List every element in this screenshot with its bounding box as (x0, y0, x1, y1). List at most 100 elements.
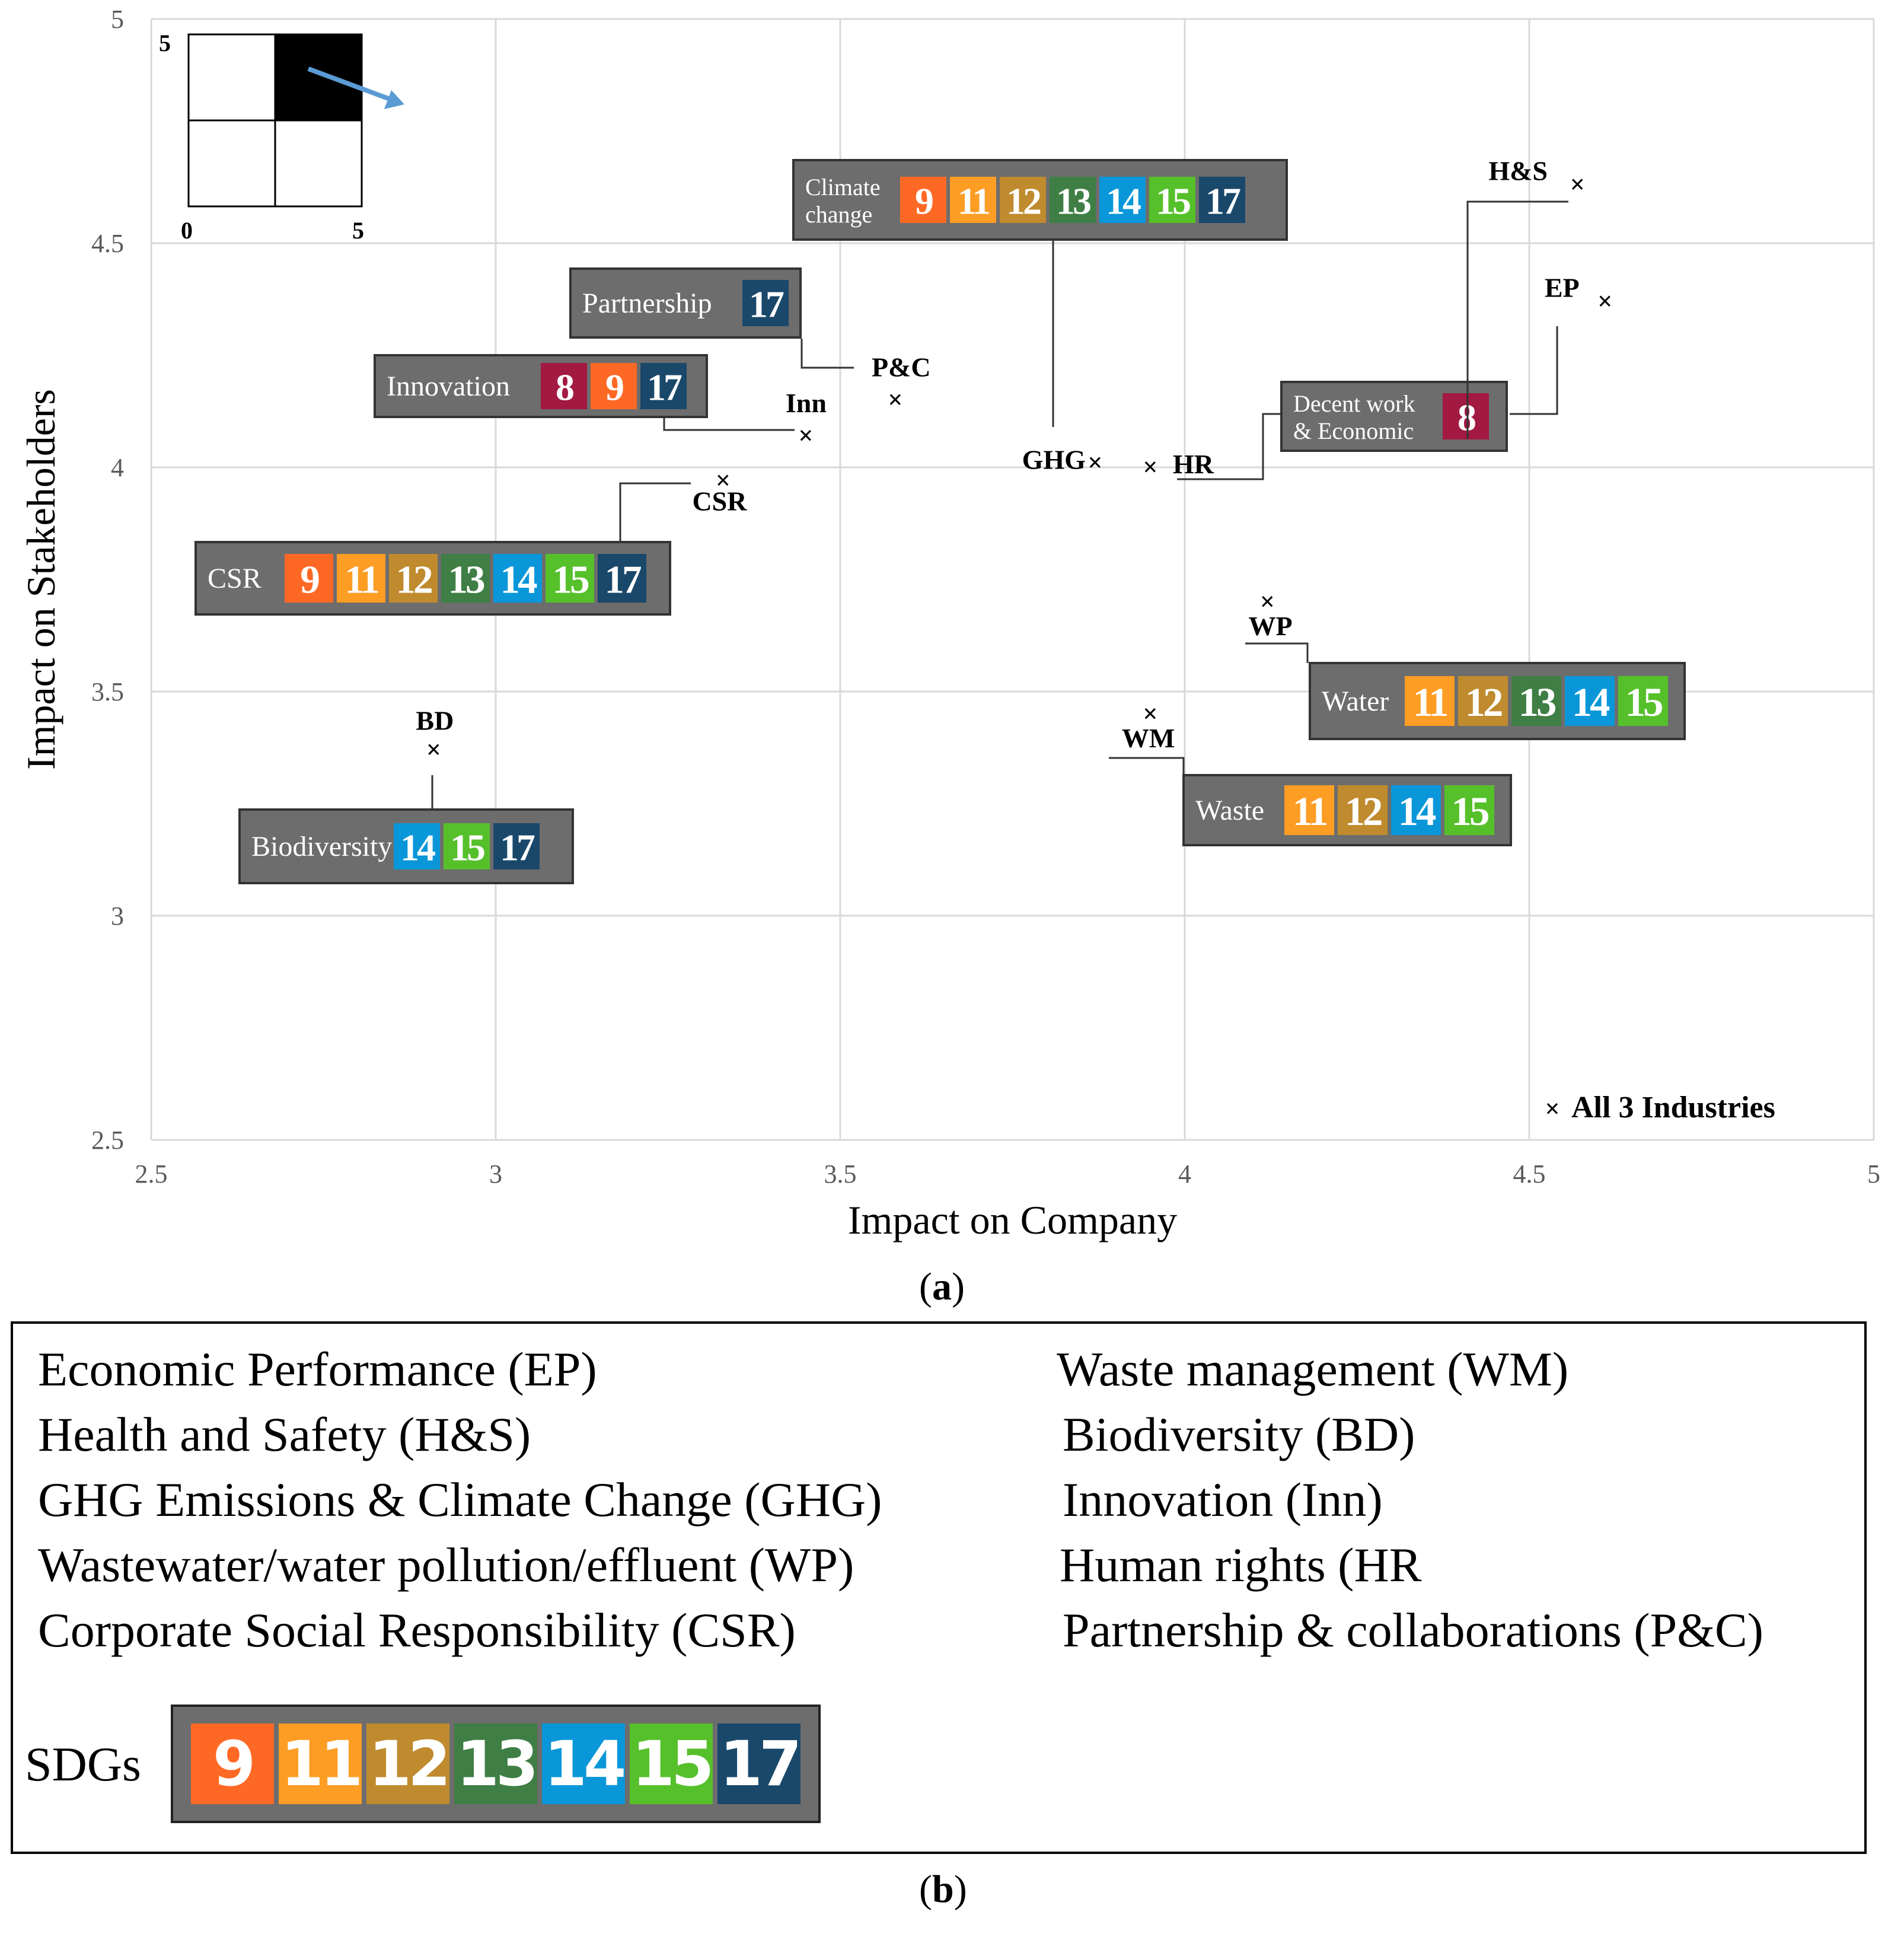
y-tick-label: 4.5 (91, 229, 124, 258)
leader-line (1177, 413, 1281, 480)
inset-arrow (307, 66, 393, 102)
sdg-tile (1284, 785, 1334, 835)
y-tick-label: 4 (111, 453, 124, 482)
sdg-tile (1338, 785, 1388, 835)
data-point-marker: × (1597, 286, 1612, 316)
inset-x-min-label: 0 (181, 217, 193, 244)
inset-high-quadrant (275, 34, 362, 120)
abbreviation-legend: Economic Performance (EP) Health and Saf… (11, 1321, 1867, 1854)
sdg-tile-number: 17 (647, 366, 682, 408)
legend-entry: Partnership & collaborations (P&C) (1063, 1603, 1763, 1657)
sdg-box-title: CSR (208, 563, 261, 594)
x-tick-label: 4.5 (1513, 1159, 1546, 1189)
sdg-tile-number: 15 (552, 557, 589, 602)
sdg-tile (1565, 676, 1615, 726)
sdg-legend-tile: 15 (630, 1723, 714, 1804)
sdg-tile-number: 9 (915, 180, 933, 222)
sdg-tile (742, 280, 789, 326)
sdg-tile (1618, 676, 1668, 726)
sdg-tile-number: 15 (1625, 680, 1662, 725)
inset-arrowhead (384, 90, 404, 109)
sdg-tile (1444, 785, 1494, 835)
data-point-label: WP (1248, 611, 1292, 641)
data-point-label: Inn (786, 388, 827, 418)
leader-line (800, 339, 854, 369)
legend-entry: GHG Emissions & Climate Change (GHG) (38, 1473, 882, 1527)
legend-entry: Innovation (Inn) (1063, 1473, 1383, 1527)
data-point-marker: × (1143, 453, 1157, 482)
sdg-tile (444, 823, 490, 869)
sdg-tile (1000, 177, 1046, 223)
sdg-tile-number: 17 (604, 557, 641, 602)
x-tick-label: 5 (1867, 1159, 1880, 1189)
sdg-tile-number: 12 (396, 557, 432, 602)
sdg-tile-number: 17 (1205, 180, 1240, 222)
sdg-tile-number: 13 (448, 557, 484, 602)
sdg-tile (1199, 177, 1245, 223)
leader-line (1109, 757, 1185, 775)
sdg-tile (1405, 676, 1455, 726)
sdg-box-title: Climate (805, 174, 881, 200)
leader-line (1245, 642, 1309, 663)
data-point-label: WM (1122, 723, 1175, 753)
leader-line (1510, 326, 1558, 415)
sdg-box-title: Water (1322, 686, 1389, 717)
sdgs-label: SDGs (25, 1737, 141, 1791)
legend-entry: Wastewater/water pollution/effluent (WP) (38, 1538, 854, 1592)
data-point-marker: × (1143, 699, 1157, 728)
sdg-tile (394, 823, 440, 869)
sdg-tile (441, 554, 490, 603)
sdg-tile (1511, 676, 1561, 726)
sdg-tile-number: 12 (1345, 789, 1382, 834)
data-point-label: HR (1173, 449, 1214, 479)
sdg-tile (1391, 785, 1441, 835)
sdg-tile-number: 8 (1457, 396, 1475, 438)
sdg-tile-number: 13 (1056, 180, 1090, 222)
sdg-tile-number: 12 (1006, 180, 1041, 222)
inset-x-max-label: 5 (352, 217, 364, 244)
sdg-legend-tile: 11 (279, 1723, 363, 1804)
legend-entry: Economic Performance (EP) (38, 1342, 597, 1396)
y-axis-title: Impact on Stakeholders (18, 389, 63, 770)
x-tick-label: 2.5 (135, 1159, 168, 1189)
sdg-tile-number: 14 (400, 826, 435, 868)
sdg-tile-number: 14 (1398, 789, 1436, 834)
sdg-tile-number: 13 (1519, 680, 1556, 725)
sdg-tile-number: 15 (1452, 789, 1488, 834)
data-point-marker: × (1087, 448, 1102, 477)
data-point-marker: × (1260, 587, 1275, 616)
sdg-tile (1149, 177, 1195, 223)
sdg-tile (389, 554, 438, 603)
y-tick-label: 3 (111, 901, 124, 931)
leader-line (619, 482, 691, 542)
leader-line (663, 417, 795, 431)
sdg-tile-number: 12 (1465, 680, 1502, 725)
data-point-marker: × (798, 421, 813, 450)
leader-line (1466, 200, 1568, 439)
x-axis-title: Impact on Company (848, 1197, 1177, 1243)
sdg-tile-number: 11 (1292, 789, 1326, 834)
legend-label: All 3 Industries (1571, 1091, 1775, 1124)
data-point-marker: × (426, 735, 441, 764)
sdg-tile-number: 11 (345, 557, 378, 602)
legend-marker: × (1545, 1094, 1559, 1123)
legend-entry: Corporate Social Responsibility (CSR) (38, 1603, 796, 1657)
sdg-tile (1443, 393, 1489, 439)
sdg-legend-tile: 13 (454, 1723, 538, 1804)
legend-entry: Waste management (WM) (1057, 1342, 1569, 1396)
sdg-tile-number: 11 (1412, 680, 1447, 725)
sdg-legend-tile: 14 (542, 1723, 626, 1804)
x-tick-label: 3 (489, 1159, 502, 1189)
y-tick-label: 2.5 (91, 1126, 124, 1155)
inset-y-max-label: 5 (159, 30, 171, 56)
sdg-tile-number: 8 (556, 366, 573, 408)
sdg-tile (1099, 177, 1146, 223)
sdg-tile (337, 554, 385, 603)
sdg-tile-number: 14 (500, 557, 537, 602)
caption-a: (a) (919, 1265, 965, 1308)
sdg-tile (598, 554, 646, 603)
y-tick-label: 5 (111, 5, 124, 34)
sdg-tile (546, 554, 594, 603)
x-tick-label: 4 (1178, 1159, 1191, 1189)
sdg-tile (950, 177, 996, 223)
